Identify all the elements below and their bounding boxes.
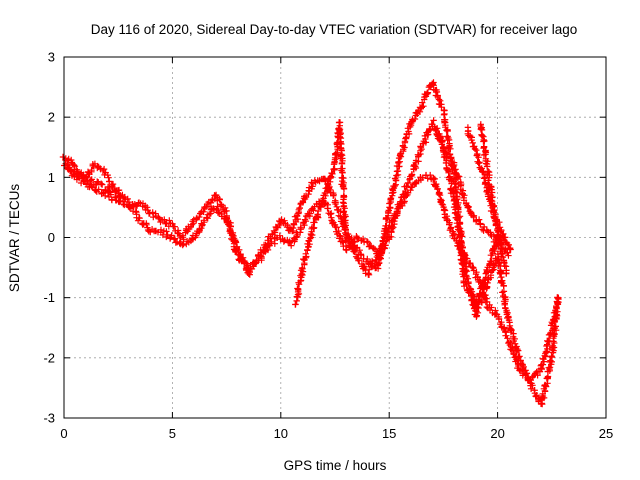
data-point [503,270,510,277]
data-point-cluster [477,121,491,167]
data-point-cluster [234,251,251,272]
axis-ticks [63,56,607,419]
data-point-cluster [429,174,447,208]
y-tick-label: -2 [43,350,55,365]
y-tick-label: 1 [48,170,55,185]
x-tick-label: 0 [60,426,67,441]
data-point-cluster [537,327,556,373]
data-point-cluster [136,215,152,235]
data-point-cluster [93,178,109,194]
data-point-cluster [287,199,307,235]
data-point-cluster [108,180,123,197]
data-point-cluster [157,227,174,242]
data-point [505,252,512,259]
data-point-cluster [64,155,80,173]
y-tick-label: 0 [48,230,55,245]
data-point-cluster [90,160,104,173]
data-point-cluster [386,205,402,230]
data-point-cluster [483,160,497,210]
data-point-cluster [505,338,522,372]
data-point-cluster [440,203,458,240]
data-point-cluster [212,191,229,215]
data-point [555,294,562,301]
data-point-cluster [223,216,240,256]
grid [64,57,606,418]
plot-area-marks [59,79,562,408]
series-arc-g [64,155,124,199]
data-point-cluster [190,205,208,223]
data-point-cluster [406,143,425,182]
data-point-cluster [473,150,489,179]
data-point-cluster [547,295,562,333]
data-point-cluster [255,242,272,264]
data-point-cluster [516,365,532,384]
data-point-cluster [490,202,504,244]
data-point-cluster [353,234,371,246]
data-point-cluster [462,199,480,224]
data-point-cluster [496,239,510,277]
data-point-cluster [472,216,490,234]
data-point-cluster [331,221,350,250]
data-point-cluster [472,269,490,306]
series-arc-c [292,119,562,387]
data-point-cluster [276,232,294,247]
data-point-cluster [189,219,208,241]
y-axis-label: SDTVAR / TECUs [7,184,22,293]
data-point-cluster [135,199,153,217]
data-point-cluster [298,224,317,272]
data-point-cluster [450,161,468,204]
y-tick-label: 2 [48,110,55,125]
data-point-cluster [538,357,555,408]
data-point-cluster [320,165,338,199]
data-point-cluster [464,124,480,154]
data-point-cluster [395,120,415,162]
data-point [507,246,514,253]
data-point-cluster [146,209,163,223]
chart-title: Day 116 of 2020, Sidereal Day-to-day VTE… [91,22,577,37]
data-point-cluster [179,218,197,243]
tick-labels: 0 5 10 15 20 25 -3 -2 -1 0 1 2 3 [43,50,613,442]
data-point-cluster [396,187,414,210]
data-point-cluster [450,197,469,286]
x-tick-label: 25 [599,426,613,441]
data-point-cluster [299,206,317,229]
data-point-cluster [483,227,500,249]
y-tick-label: 3 [48,50,55,65]
series-arc-f [477,121,510,277]
data-point-cluster [494,250,512,322]
x-tick-label: 15 [382,426,396,441]
data-point-cluster [213,203,230,222]
data-point-cluster [288,224,305,249]
data-point-cluster [461,251,480,278]
x-tick-label: 10 [274,426,288,441]
data-point-cluster [292,267,307,308]
y-tick-label: -3 [43,411,55,426]
data-point-cluster [493,311,511,342]
data-point-cluster [277,216,294,234]
y-tick-label: -1 [43,290,55,305]
data-point-cluster [386,158,403,212]
data-point-cluster [432,125,450,156]
data-point-cluster [179,235,196,249]
data-point-cluster [429,79,448,114]
data-point-cluster [335,119,350,240]
data-point-cluster [267,217,284,242]
data-point-cluster [376,224,393,259]
data-point-cluster [365,253,382,278]
x-tick-label: 5 [169,426,176,441]
data-point-cluster [527,368,544,387]
x-tick-label: 20 [490,426,504,441]
data-point [117,192,124,199]
data-point-cluster [73,168,87,182]
x-axis-label: GPS time / hours [284,458,387,473]
data-point-cluster [310,195,327,231]
data-point-cluster [342,234,360,260]
